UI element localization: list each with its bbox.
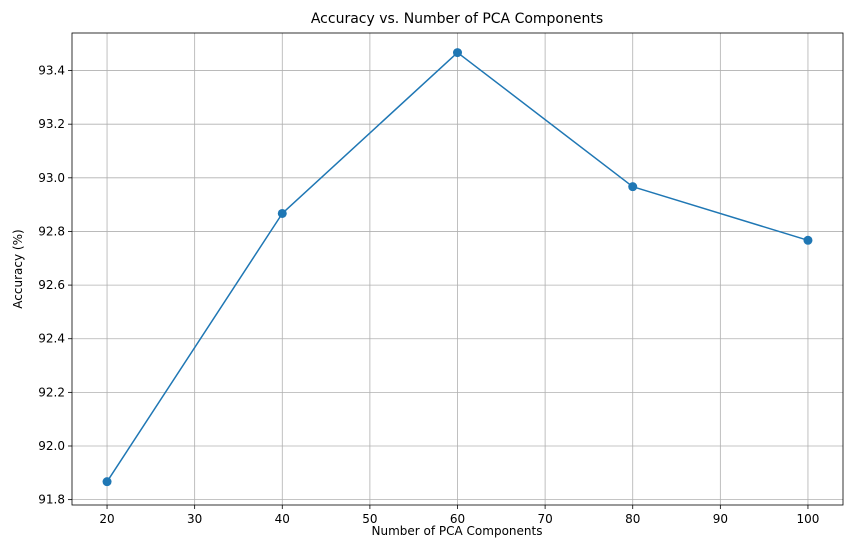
y-tick-label: 92.4 <box>38 332 65 346</box>
x-tick-label: 60 <box>450 512 465 526</box>
y-tick-label: 92.2 <box>38 385 65 399</box>
data-series <box>102 48 813 487</box>
x-tick-label: 90 <box>713 512 728 526</box>
y-tick-label: 93.2 <box>38 117 65 131</box>
y-tick-label: 93.4 <box>38 64 65 78</box>
data-point-marker <box>803 235 813 245</box>
y-tick-label: 92.8 <box>38 224 65 238</box>
y-tick-label: 92.0 <box>38 439 65 453</box>
y-tick-label: 91.8 <box>38 493 65 507</box>
x-tick-label: 100 <box>797 512 820 526</box>
y-tick-label: 93.0 <box>38 171 65 185</box>
data-point-marker <box>277 208 287 218</box>
chart-title: Accuracy vs. Number of PCA Components <box>311 11 603 27</box>
x-tick-label: 70 <box>537 512 552 526</box>
y-axis-ticks: 91.8 92.0 92.2 92.4 92.6 92.8 93.0 93.2 93.4 <box>38 64 72 507</box>
x-axis-label: Number of PCA Components <box>372 524 543 538</box>
grid <box>72 33 843 505</box>
x-axis-ticks: 20 30 40 50 60 70 80 90 100 <box>99 505 819 526</box>
x-tick-label: 30 <box>187 512 202 526</box>
data-point-marker <box>453 48 462 58</box>
y-axis-label: Accuracy (%) <box>11 229 25 308</box>
data-point-marker <box>628 182 638 192</box>
data-point-marker <box>102 477 112 487</box>
y-tick-label: 92.6 <box>38 278 65 292</box>
x-tick-label: 50 <box>362 512 377 526</box>
x-tick-label: 80 <box>625 512 640 526</box>
x-tick-label: 20 <box>99 512 114 526</box>
x-tick-label: 40 <box>275 512 290 526</box>
